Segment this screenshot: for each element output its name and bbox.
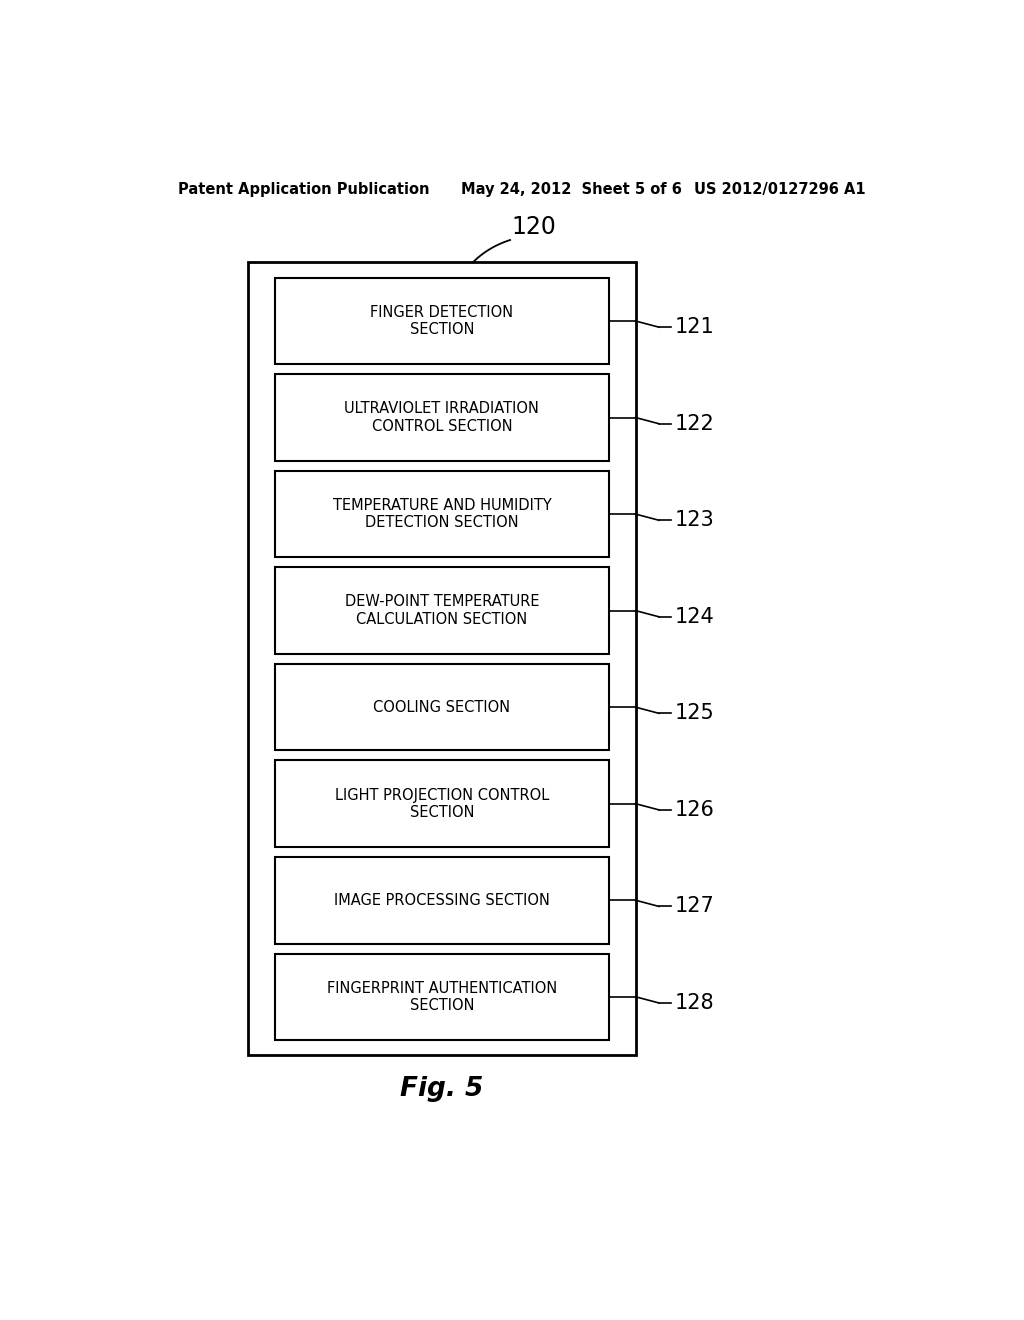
Text: 126: 126 bbox=[675, 800, 715, 820]
Text: DEW-POINT TEMPERATURE
CALCULATION SECTION: DEW-POINT TEMPERATURE CALCULATION SECTIO… bbox=[345, 594, 539, 627]
Bar bbox=[275, 471, 608, 557]
Text: FINGERPRINT AUTHENTICATION
SECTION: FINGERPRINT AUTHENTICATION SECTION bbox=[327, 981, 557, 1012]
Bar bbox=[275, 277, 608, 364]
Text: FINGER DETECTION
SECTION: FINGER DETECTION SECTION bbox=[371, 305, 513, 337]
Bar bbox=[275, 568, 608, 653]
Text: TEMPERATURE AND HUMIDITY
DETECTION SECTION: TEMPERATURE AND HUMIDITY DETECTION SECTI… bbox=[333, 498, 551, 531]
Text: COOLING SECTION: COOLING SECTION bbox=[374, 700, 510, 714]
Bar bbox=[275, 857, 608, 944]
Text: 122: 122 bbox=[675, 413, 714, 434]
Text: ULTRAVIOLET IRRADIATION
CONTROL SECTION: ULTRAVIOLET IRRADIATION CONTROL SECTION bbox=[344, 401, 540, 434]
Text: Patent Application Publication: Patent Application Publication bbox=[178, 182, 430, 197]
Bar bbox=[275, 375, 608, 461]
Bar bbox=[275, 664, 608, 751]
Text: 121: 121 bbox=[675, 317, 714, 337]
Text: 128: 128 bbox=[675, 993, 714, 1012]
Text: IMAGE PROCESSING SECTION: IMAGE PROCESSING SECTION bbox=[334, 892, 550, 908]
Bar bbox=[248, 263, 636, 1056]
Text: 120: 120 bbox=[512, 215, 556, 239]
Text: 124: 124 bbox=[675, 607, 714, 627]
Text: Fig. 5: Fig. 5 bbox=[400, 1076, 483, 1102]
Bar bbox=[275, 760, 608, 847]
Text: US 2012/0127296 A1: US 2012/0127296 A1 bbox=[693, 182, 865, 197]
Text: 125: 125 bbox=[675, 704, 714, 723]
Text: 123: 123 bbox=[675, 511, 714, 531]
Text: May 24, 2012  Sheet 5 of 6: May 24, 2012 Sheet 5 of 6 bbox=[461, 182, 682, 197]
Text: LIGHT PROJECTION CONTROL
SECTION: LIGHT PROJECTION CONTROL SECTION bbox=[335, 788, 549, 820]
Bar bbox=[275, 953, 608, 1040]
Text: 127: 127 bbox=[675, 896, 714, 916]
